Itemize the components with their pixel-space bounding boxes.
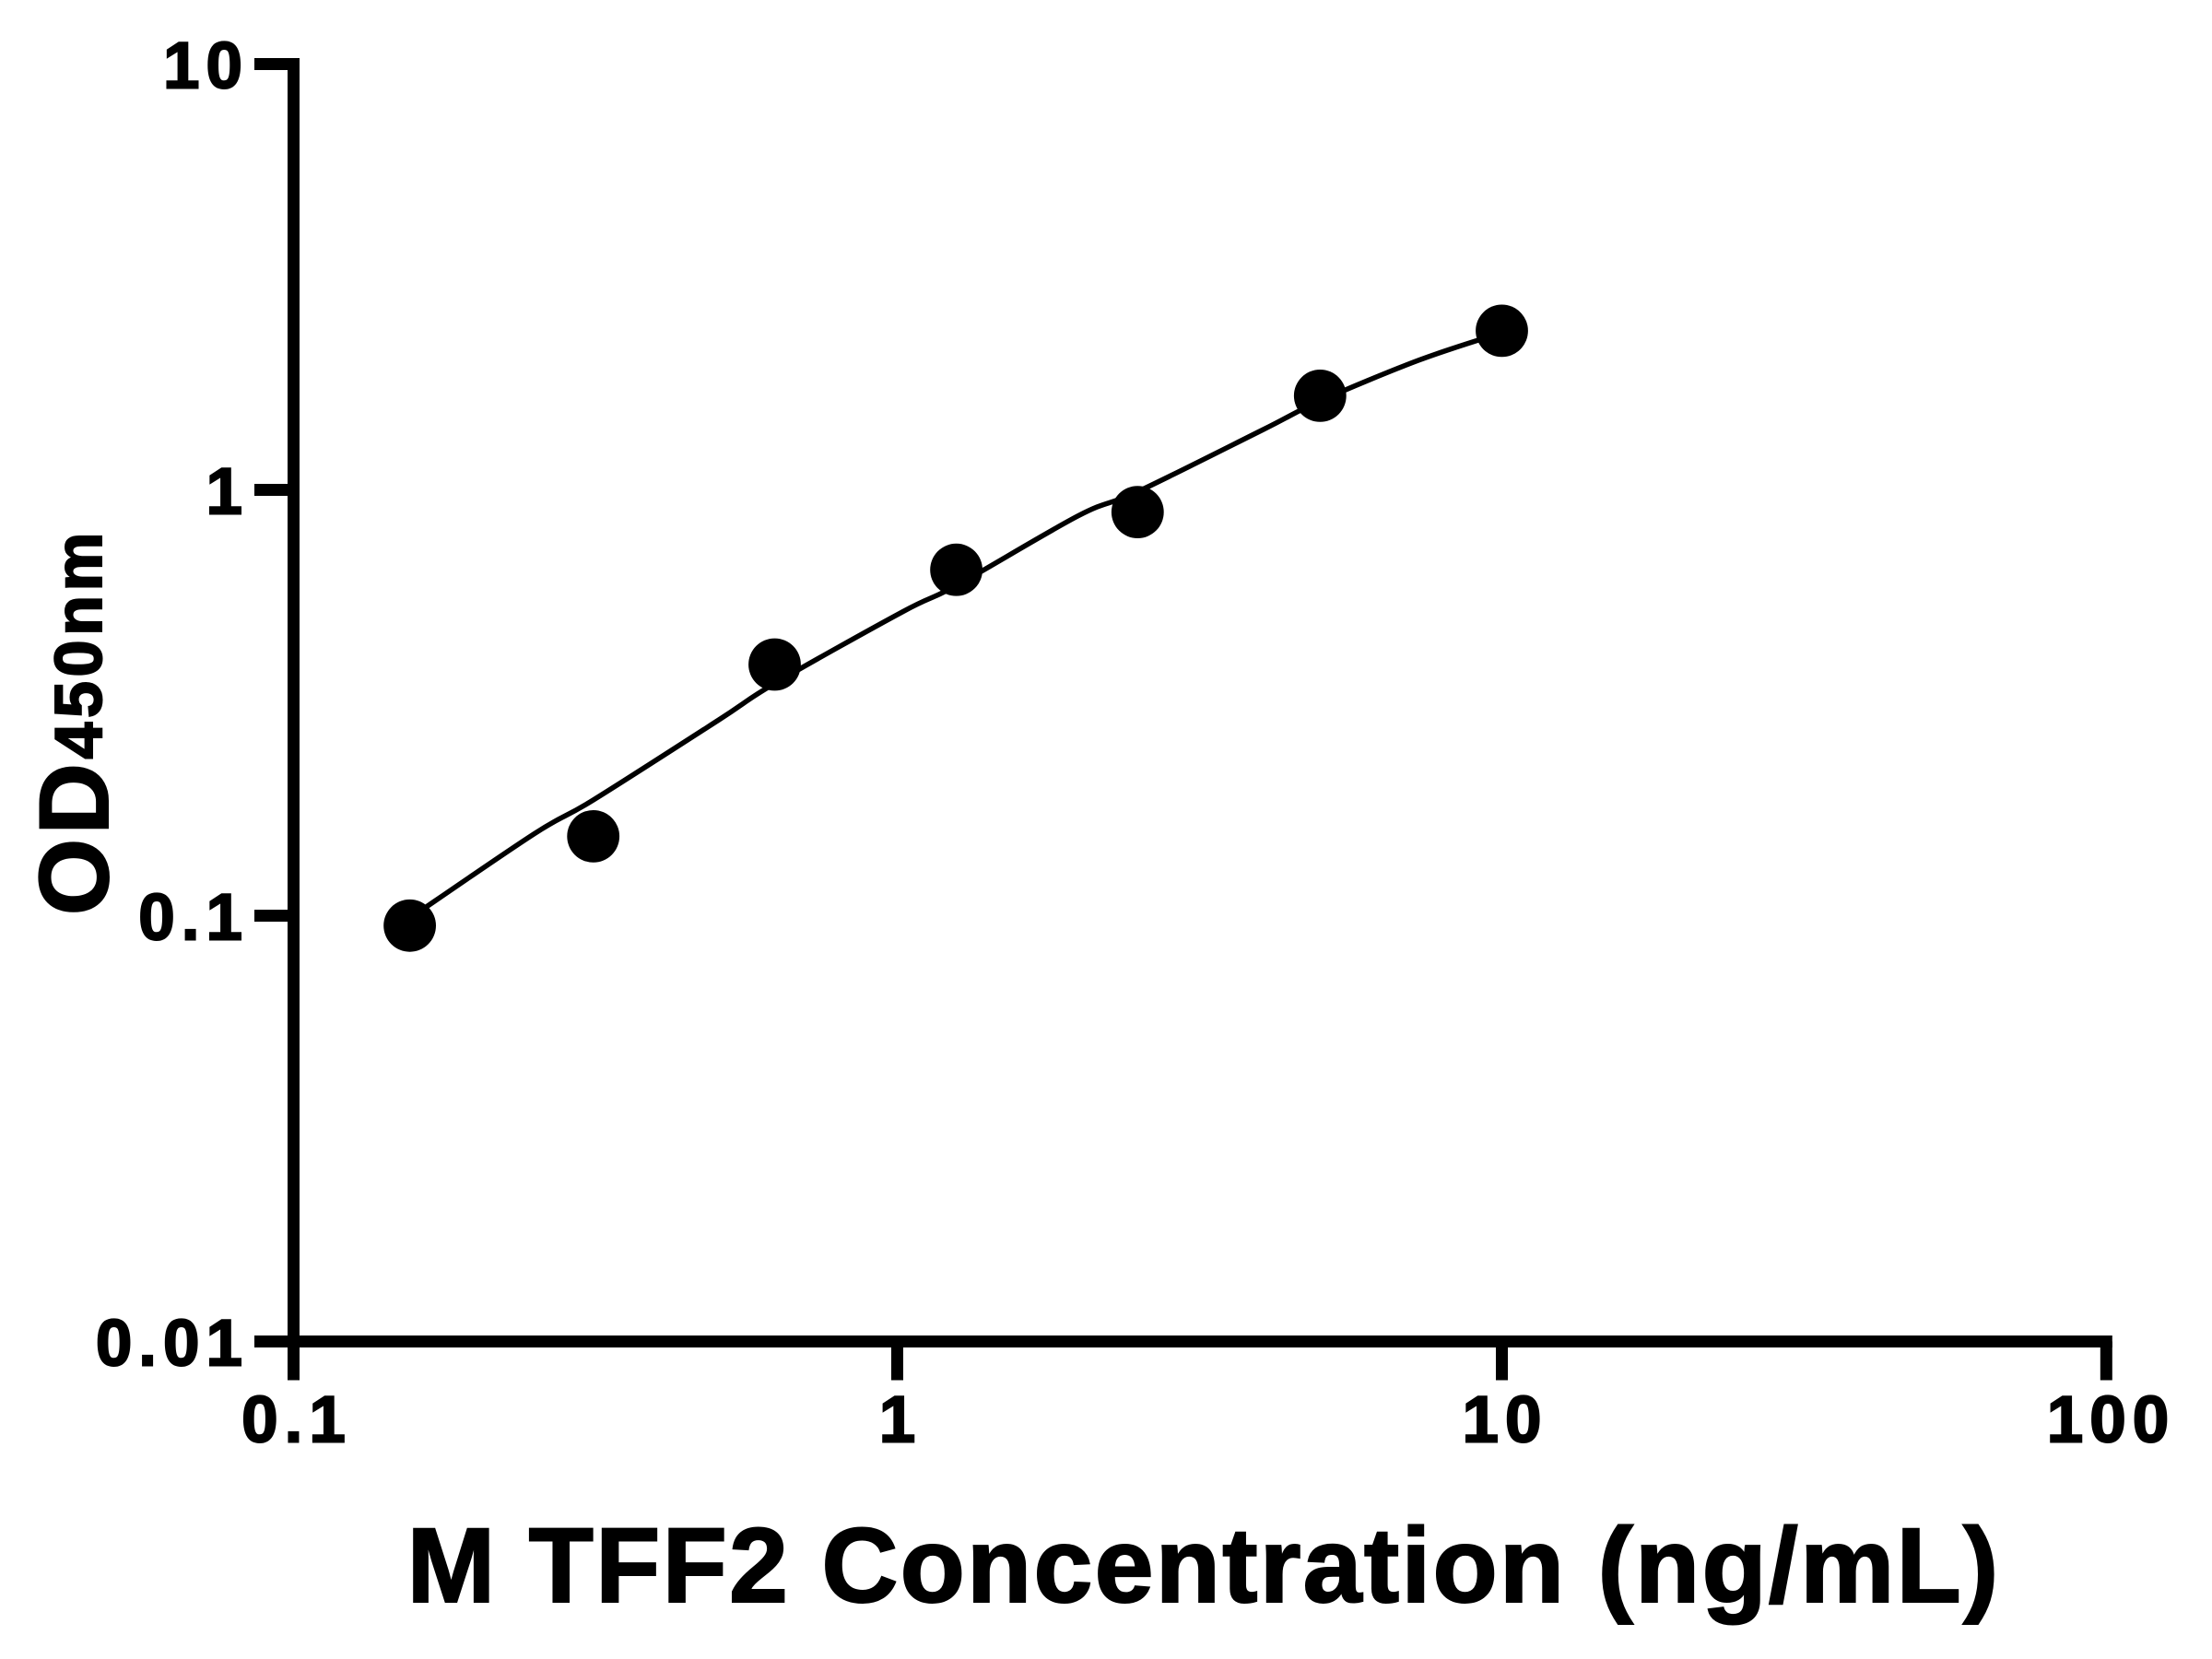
svg-text:100: 100 xyxy=(2047,1384,2175,1457)
svg-text:1: 1 xyxy=(206,456,250,529)
svg-text:10: 10 xyxy=(1463,1384,1548,1457)
svg-text:0.1: 0.1 xyxy=(138,882,249,955)
svg-text:10: 10 xyxy=(163,30,249,103)
svg-text:0.1: 0.1 xyxy=(241,1384,352,1457)
svg-text:1: 1 xyxy=(879,1384,923,1457)
svg-text:0.01: 0.01 xyxy=(96,1308,249,1381)
svg-text:M TFF2 Concentration (ng/mL): M TFF2 Concentration (ng/mL) xyxy=(407,1507,2001,1625)
